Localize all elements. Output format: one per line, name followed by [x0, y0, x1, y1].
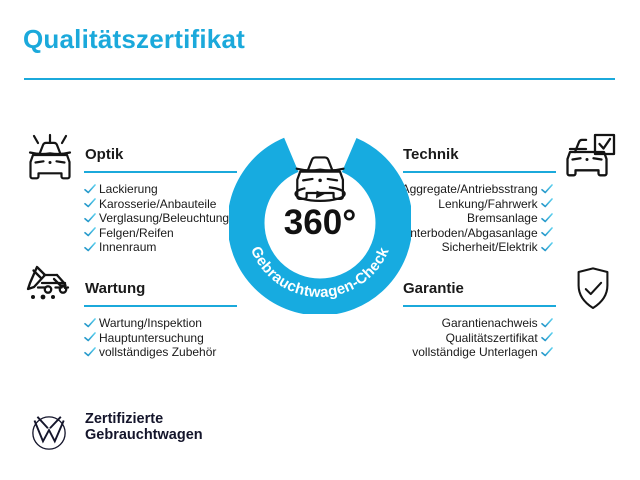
- svg-text:360°: 360°: [284, 203, 356, 242]
